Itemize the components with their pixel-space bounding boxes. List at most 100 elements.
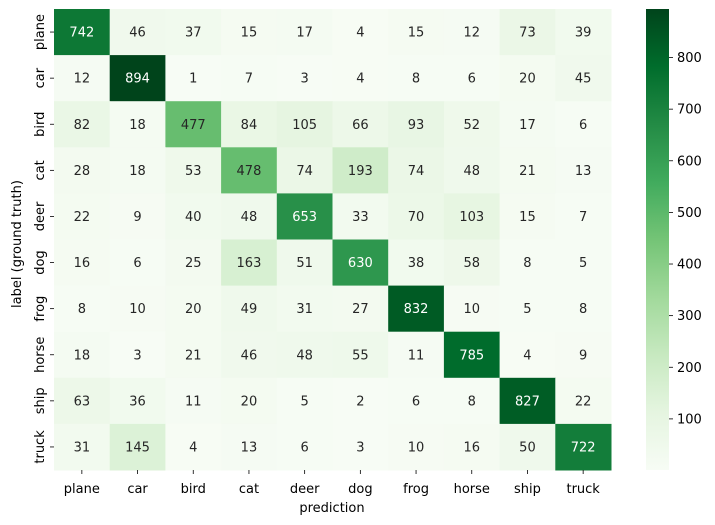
heatmap-cell bbox=[332, 331, 389, 379]
heatmap-cell bbox=[443, 331, 501, 379]
colorbar-tick-label: 500 bbox=[677, 206, 702, 221]
cell-value-label: 58 bbox=[463, 256, 480, 271]
cell-value-label: 74 bbox=[408, 164, 425, 179]
x-tick-label: car bbox=[127, 482, 148, 497]
cell-value-label: 31 bbox=[74, 440, 91, 455]
cell-value-label: 11 bbox=[408, 348, 425, 363]
cell-value-label: 27 bbox=[352, 302, 369, 317]
cell-value-label: 477 bbox=[181, 118, 206, 133]
x-tick-label: cat bbox=[239, 482, 259, 497]
heatmap-cell bbox=[332, 423, 389, 471]
cell-value-label: 6 bbox=[468, 72, 476, 87]
heatmap-cell bbox=[109, 101, 166, 148]
heatmap-cell bbox=[499, 55, 556, 102]
heatmap-cell bbox=[388, 193, 445, 240]
cell-value-label: 17 bbox=[296, 26, 313, 41]
cell-value-label: 18 bbox=[129, 164, 146, 179]
cell-value-label: 8 bbox=[523, 256, 531, 271]
heatmap-cell bbox=[332, 101, 389, 148]
heatmap-cell bbox=[109, 147, 166, 194]
colorbar-tick-label: 800 bbox=[677, 51, 702, 66]
x-tick-label: bird bbox=[181, 482, 206, 497]
heatmap-cell bbox=[276, 55, 333, 102]
cell-value-label: 46 bbox=[241, 348, 258, 363]
cell-value-label: 48 bbox=[296, 348, 313, 363]
heatmap-cell bbox=[221, 9, 278, 56]
y-tick-label: bird bbox=[33, 112, 48, 137]
heatmap-cell bbox=[555, 285, 612, 333]
cell-value-label: 28 bbox=[74, 164, 91, 179]
heatmap-cell bbox=[555, 193, 612, 240]
heatmap-cell bbox=[332, 285, 389, 333]
cell-value-label: 66 bbox=[352, 118, 369, 133]
colorbar-tick-label: 700 bbox=[677, 103, 702, 118]
cell-value-label: 4 bbox=[356, 72, 364, 87]
cell-value-label: 16 bbox=[463, 440, 480, 455]
heatmap-cell bbox=[555, 331, 612, 379]
x-tick-label: frog bbox=[403, 482, 429, 497]
heatmap-cell bbox=[54, 101, 111, 148]
colorbar: 100 200 300 400 500 600 700 800 bbox=[646, 9, 702, 470]
heatmap-cell bbox=[276, 147, 333, 194]
heatmap-cell bbox=[54, 9, 111, 56]
cell-value-label: 6 bbox=[579, 118, 587, 133]
heatmap-cell bbox=[109, 55, 166, 102]
heatmap-cell bbox=[54, 423, 111, 471]
y-axis-ticks: plane car bird cat deer dog frog horse ship truck bbox=[33, 14, 54, 464]
heatmap-cell bbox=[332, 55, 389, 102]
cell-value-label: 22 bbox=[575, 394, 592, 409]
heatmap-cell bbox=[165, 101, 222, 148]
heatmap-cell bbox=[443, 101, 501, 148]
heatmap-cell bbox=[54, 147, 111, 194]
heatmap-cell bbox=[499, 423, 556, 471]
cell-value-label: 74 bbox=[296, 164, 313, 179]
heatmap-cell bbox=[221, 377, 278, 425]
x-tick-label: deer bbox=[290, 482, 320, 497]
cell-value-label: 478 bbox=[237, 164, 262, 179]
cell-value-label: 722 bbox=[571, 440, 596, 455]
heatmap-cell bbox=[109, 331, 166, 379]
heatmap-cell bbox=[443, 239, 501, 287]
cell-value-label: 93 bbox=[408, 118, 425, 133]
heatmap-cell bbox=[165, 9, 222, 56]
cell-value-label: 7 bbox=[579, 210, 587, 225]
cell-value-label: 630 bbox=[348, 256, 373, 271]
x-axis-label: prediction bbox=[299, 501, 364, 516]
heatmap-cell bbox=[165, 147, 222, 194]
heatmap-cell bbox=[388, 147, 445, 194]
colorbar-tick-label: 400 bbox=[677, 258, 702, 273]
heatmap-cell bbox=[499, 239, 556, 287]
y-tick-label: deer bbox=[33, 201, 48, 231]
x-tick-label: truck bbox=[566, 482, 600, 497]
y-axis-label: label (ground truth) bbox=[10, 180, 25, 308]
heatmap-cell bbox=[54, 239, 111, 287]
x-tick-label: horse bbox=[454, 482, 490, 497]
heatmap-cell bbox=[388, 55, 445, 102]
cell-value-label: 12 bbox=[463, 26, 480, 41]
cell-value-label: 785 bbox=[459, 348, 484, 363]
cell-value-label: 15 bbox=[408, 26, 425, 41]
cell-value-label: 73 bbox=[519, 26, 536, 41]
colorbar-tick-label: 600 bbox=[677, 154, 702, 169]
cell-value-label: 31 bbox=[296, 302, 313, 317]
cell-value-label: 20 bbox=[519, 72, 536, 87]
cell-value-label: 70 bbox=[408, 210, 425, 225]
heatmap-cell bbox=[109, 377, 166, 425]
heatmap-cell bbox=[109, 239, 166, 287]
cell-value-label: 11 bbox=[185, 394, 202, 409]
heatmap-cell bbox=[443, 193, 501, 240]
heatmap-cell bbox=[221, 55, 278, 102]
x-tick-label: dog bbox=[348, 482, 372, 497]
cell-value-label: 82 bbox=[74, 118, 91, 133]
heatmap-cell bbox=[276, 377, 333, 425]
cell-value-label: 3 bbox=[133, 348, 141, 363]
x-tick-label: ship bbox=[514, 482, 541, 497]
x-tick-label: plane bbox=[64, 482, 100, 497]
heatmap-cell bbox=[332, 147, 389, 194]
cell-value-label: 832 bbox=[404, 302, 429, 317]
cell-value-label: 8 bbox=[468, 394, 476, 409]
cell-value-label: 10 bbox=[463, 302, 480, 317]
cell-value-label: 20 bbox=[241, 394, 258, 409]
heatmap-cell bbox=[555, 9, 612, 56]
